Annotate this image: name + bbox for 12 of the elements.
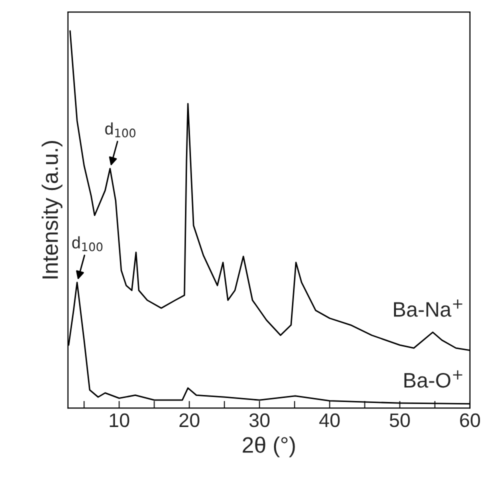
annotation: d$_{100}$: [105, 122, 136, 138]
x-tick-label: 50: [390, 413, 410, 428]
x-axis-title: 2θ (°): [242, 436, 295, 458]
x-tick-label: 60: [460, 413, 480, 428]
x-tick-label: 30: [249, 413, 270, 428]
x-tick-label: 20: [179, 413, 200, 428]
y-axis-title: Intensity (a.u.): [42, 141, 62, 278]
series-label: Ba-Na$^{+}$: [394, 299, 462, 317]
x-tick-label: 40: [319, 413, 340, 428]
x-tick-label: 10: [110, 413, 130, 428]
series-label: Ba-O$^{+}$: [404, 370, 462, 388]
annotation: d$_{100}$: [72, 236, 102, 252]
